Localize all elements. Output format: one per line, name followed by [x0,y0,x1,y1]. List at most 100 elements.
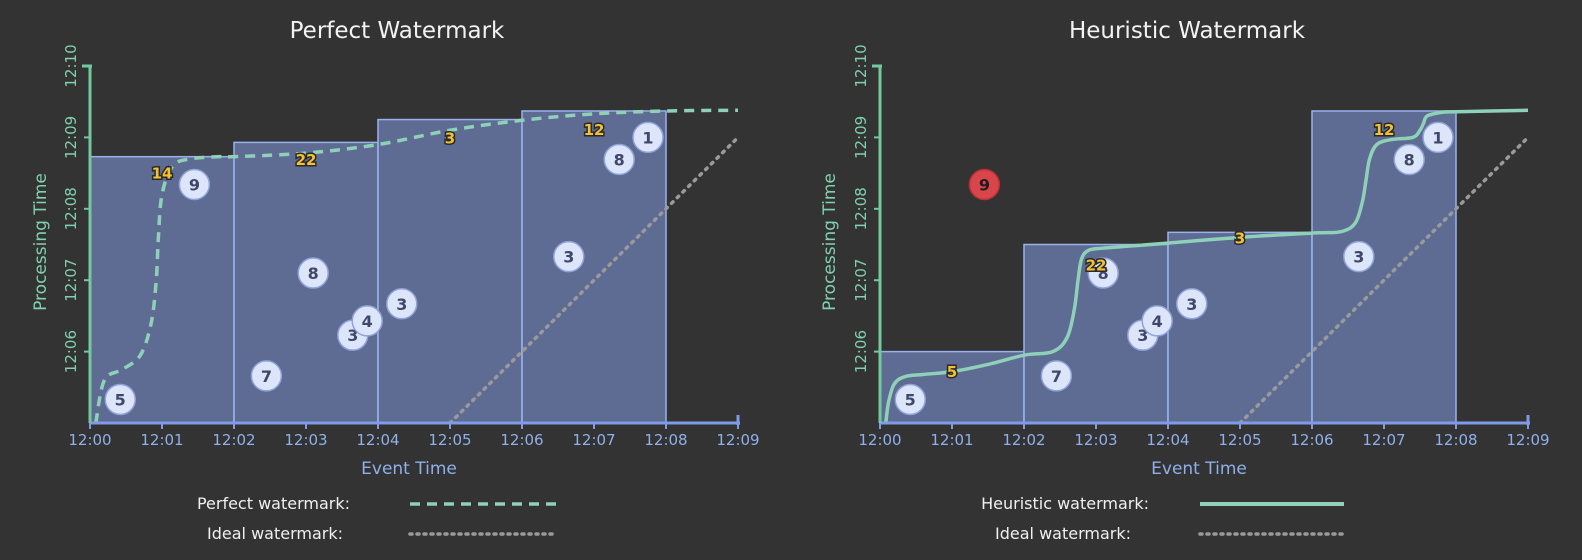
datum-circle [1176,288,1208,320]
x-tick-label: 12:03 [284,431,327,449]
datum-circle [386,288,418,320]
datum-circle [104,383,136,416]
datum-circle [250,360,283,392]
datum-circle [297,257,329,289]
perfect-watermark-chart: Perfect Watermark 12:00 12:01 12:02 12:03 12… [31,18,760,543]
datum-label: 3 [1186,295,1197,314]
y-tick-label: 12:08 [852,187,870,230]
datum-label: 9 [189,176,200,195]
y-axis-label: Processing Time [820,173,840,311]
x-tick-label: 12:06 [500,431,543,449]
aggregate-labels: 14 22 3 12 [150,119,606,184]
datum-label: 8 [1098,264,1109,283]
datum-label: 4 [362,312,373,331]
window-pane [1167,231,1313,424]
datum-label: 3 [396,295,407,314]
aggregate-value: 22 [1086,256,1107,274]
aggregate-value: 5 [947,363,957,381]
heuristic-watermark-line [884,108,1529,424]
datum-label: 4 [1152,312,1163,331]
late-datum-label: 9 [979,176,990,195]
x-tick-label: 12:09 [1506,431,1549,449]
x-tick-label: 12:03 [1074,431,1117,449]
datum-circle [178,168,211,201]
window-pane [377,118,523,424]
datum-circle [1141,305,1173,337]
y-tick-label: 12:07 [62,259,80,302]
heuristic-watermark-chart: Heuristic Watermark 12:00 12:01 12:02 12:03… [820,18,1550,543]
aggregate-value: 14 [152,164,173,182]
datum-circle [1393,143,1425,176]
x-axis-label: Event Time [1151,459,1247,479]
datum-circle [553,240,585,273]
y-tick-label: 12:06 [852,330,870,373]
datum-label: 3 [1353,248,1364,267]
x-tick-label: 12:08 [1434,431,1477,449]
datum-label: 3 [347,326,358,345]
datum-label: 1 [642,128,653,147]
x-tick-label: 12:07 [1362,431,1405,449]
datum-circle [1343,240,1375,273]
x-tick-label: 12:04 [356,431,399,449]
y-tick-label: 12:10 [62,44,80,87]
datum-label: 8 [308,264,319,283]
datum-circle [351,305,383,337]
datum-circle [603,143,635,176]
aggregate-labels: 5 22 3 12 [945,119,1396,382]
window-pane [89,155,235,424]
datum-label: 8 [614,151,625,170]
legend: Heuristic watermark: Ideal watermark: [981,494,1346,543]
datum-label: 5 [905,390,916,409]
aggregate-value: 12 [584,121,605,139]
chart-title: Heuristic Watermark [1069,18,1306,44]
x-tick-label: 12:05 [1218,431,1261,449]
legend-label-watermark: Perfect watermark: [197,494,350,513]
ideal-watermark-line [448,135,740,425]
x-tick-label: 12:07 [572,431,615,449]
x-tick-label: 12:04 [1146,431,1189,449]
x-tick-label: 12:06 [1290,431,1333,449]
datum-circle [632,121,664,154]
legend-label-ideal: Ideal watermark: [207,524,343,543]
axes: 12:00 12:01 12:02 12:03 12:04 12:05 12:06 12:07… [62,44,760,449]
x-axis-label: Event Time [361,459,457,479]
y-tick-label: 12:09 [62,116,80,159]
legend-label-watermark: Heuristic watermark: [981,494,1149,513]
datum-circle [1040,360,1073,392]
x-tick-label: 12:09 [716,431,759,449]
y-tick-label: 12:09 [852,116,870,159]
datum-circle [1422,121,1454,154]
datum-circle [894,383,926,416]
x-tick-label: 12:00 [68,431,111,449]
datum-label: 5 [115,390,126,409]
perfect-watermark-line [94,108,739,424]
aggregate-value: 3 [1235,229,1245,247]
legend: Perfect watermark: Ideal watermark: [197,494,558,543]
axes: 12:00 12:01 12:02 12:03 12:04 12:05 12:06 12:07… [852,44,1550,449]
x-tick-label: 12:05 [428,431,471,449]
y-tick-label: 12:07 [852,259,870,302]
watermark-path [884,108,1529,424]
y-tick-label: 12:08 [62,187,80,230]
x-tick-label: 12:02 [1002,431,1045,449]
datum-circle [1087,257,1119,289]
x-tick-label: 12:08 [644,431,687,449]
aggregate-value: 22 [296,151,317,169]
ideal-watermark-path [448,135,740,425]
ideal-watermark-line [1238,135,1530,425]
datum-label: 8 [1404,151,1415,170]
datum-label: 3 [563,248,574,267]
datum-label: 3 [1137,326,1148,345]
datum-label: 7 [261,367,272,386]
aggregate-value: 12 [1374,121,1395,139]
chart-title: Perfect Watermark [290,18,505,44]
legend-label-ideal: Ideal watermark: [995,524,1131,543]
window-pane [1311,110,1457,424]
watermark-path [94,108,739,424]
x-tick-label: 12:01 [930,431,973,449]
x-tick-label: 12:01 [140,431,183,449]
y-tick-label: 12:10 [852,44,870,87]
x-tick-label: 12:00 [858,431,901,449]
